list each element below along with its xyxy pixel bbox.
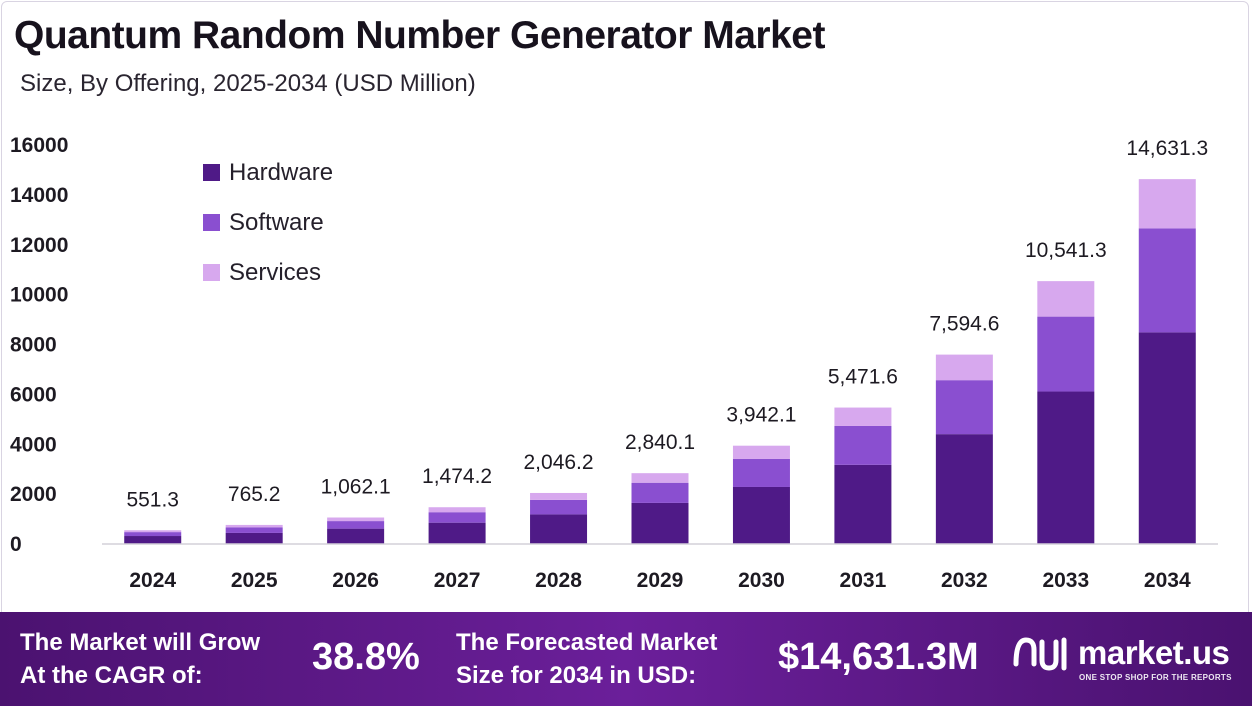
bar-hardware-2024 [124,536,182,544]
y-tick-label: 2000 [10,483,57,506]
bar-hardware-2031 [834,464,892,544]
y-tick-label: 6000 [10,383,57,406]
x-tick-label: 2033 [1042,569,1089,592]
cagr-caption: The Market will Grow At the CAGR of: [20,626,260,692]
bar-software-2026 [327,521,385,529]
bar-software-2030 [732,458,790,487]
legend-swatch-software [203,214,220,231]
brand-logo: market.us ONE STOP SHOP FOR THE REPORTS [1012,630,1244,690]
bar-services-2024 [124,530,182,533]
bar-hardware-2034 [1138,332,1196,544]
bar-hardware-2029 [631,502,689,544]
bar-services-2029 [631,473,689,483]
forecast-caption: The Forecasted Market Size for 2034 in U… [456,626,717,692]
y-tick-label: 16000 [10,134,68,157]
total-label-2028: 2,046.2 [524,451,594,474]
bar-services-2032 [935,354,993,381]
forecast-caption-line1: The Forecasted Market [456,629,718,656]
bar-services-2034 [1138,179,1196,229]
y-tick-label: 4000 [10,433,57,456]
total-label-2034: 14,631.3 [1126,137,1208,160]
x-tick-label: 2034 [1144,569,1191,592]
brand-tagline: ONE STOP SHOP FOR THE REPORTS [1079,673,1232,682]
y-axis: 0 2000 4000 6000 8000 10000 12000 14000 16000 [10,134,68,556]
bar-services-2026 [327,517,385,522]
bar-software-2024 [124,532,182,537]
x-axis: 2024 2025 2026 2027 2028 2029 2030 2031 2032 2033… [129,569,1191,592]
bar-services-2031 [834,407,892,426]
forecast-value: $14,631.3M [778,636,979,678]
y-tick-label: 0 [10,533,22,556]
market-us-logo-icon [1013,637,1067,671]
bar-software-2029 [631,482,689,503]
x-tick-label: 2029 [637,569,684,592]
bar-services-2025 [225,524,283,528]
forecast-caption-line2: Size for 2034 in USD: [456,662,697,689]
x-tick-label: 2026 [332,569,379,592]
x-tick-label: 2028 [535,569,582,592]
y-tick-label: 10000 [10,284,68,307]
total-label-2030: 3,942.1 [726,404,796,427]
bar-software-2027 [428,512,486,523]
total-label-2025: 765.2 [228,483,281,506]
bar-hardware-2025 [225,532,283,544]
total-label-2029: 2,840.1 [625,431,695,454]
bar-hardware-2027 [428,522,486,544]
legend: Hardware Software Services [203,159,333,286]
bar-software-2031 [834,425,892,465]
total-label-2033: 10,541.3 [1025,239,1107,262]
cagr-value: 38.8% [312,636,420,678]
bar-software-2025 [225,527,283,533]
stacked-bar-chart: 0 2000 4000 6000 8000 10000 12000 14000 16000 20… [10,134,1218,592]
x-tick-label: 2030 [738,569,785,592]
total-label-2031: 5,471.6 [828,366,898,389]
bar-services-2033 [1037,281,1095,317]
bar-software-2033 [1037,316,1095,392]
x-tick-label: 2031 [840,569,887,592]
total-label-2032: 7,594.6 [929,313,999,336]
bar-hardware-2028 [530,514,588,544]
chart-subtitle: Size, By Offering, 2025-2034 (USD Millio… [20,70,476,97]
y-tick-label: 12000 [10,234,68,257]
x-tick-label: 2027 [434,569,481,592]
total-label-2027: 1,474.2 [422,465,492,488]
bar-software-2028 [530,499,588,515]
footer-banner: The Market will Grow At the CAGR of: 38.… [0,612,1252,706]
bar-hardware-2030 [732,486,790,544]
y-tick-label: 14000 [10,184,68,207]
legend-swatch-services [203,264,220,281]
bar-hardware-2033 [1037,391,1095,544]
x-tick-label: 2024 [129,569,176,592]
total-labels: 551.3 765.2 1,062.1 1,474.2 2,046.2 2,840.1 3,… [126,137,1208,511]
bar-hardware-2032 [935,434,993,544]
brand-name: market.us [1078,634,1230,671]
total-label-2024: 551.3 [126,488,179,511]
cagr-caption-line2: At the CAGR of: [20,662,203,689]
cagr-caption-line1: The Market will Grow [20,629,261,656]
legend-label-hardware: Hardware [229,159,333,186]
y-tick-label: 8000 [10,334,57,357]
bar-services-2027 [428,507,486,513]
total-label-2026: 1,062.1 [321,476,391,499]
x-tick-label: 2032 [941,569,988,592]
chart-title: Quantum Random Number Generator Market [14,14,825,57]
bars [124,179,1196,544]
bar-software-2034 [1138,228,1196,333]
bar-software-2032 [935,380,993,435]
legend-swatch-hardware [203,164,220,181]
bar-services-2028 [530,492,588,500]
bar-hardware-2026 [327,528,385,544]
bar-services-2030 [732,445,790,459]
legend-label-software: Software [229,209,324,236]
x-tick-label: 2025 [231,569,278,592]
legend-label-services: Services [229,259,321,286]
